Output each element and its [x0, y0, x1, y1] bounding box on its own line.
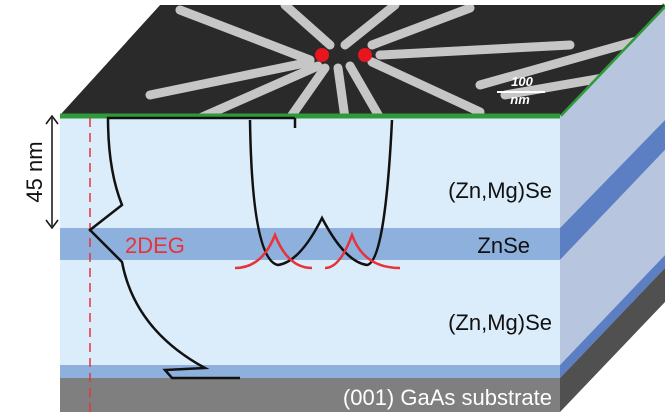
thickness-marker [46, 116, 58, 228]
scale-bar-value: 100 [511, 74, 533, 89]
layer-label: (Zn,Mg)Se [448, 310, 552, 335]
layer-label: (Zn,Mg)Se [448, 178, 552, 203]
thickness-label: 45 nm [22, 141, 47, 202]
layer-label: ZnSe [477, 233, 530, 258]
layer-label: (001) GaAs substrate [343, 385, 552, 410]
scale-bar-unit: nm [510, 92, 530, 107]
front-face [60, 115, 560, 412]
electron-gas-label: 2DEG [125, 233, 185, 258]
heterostructure-diagram: 100 nm 45 nm 2DEG (Zn,Mg)Se ZnSe (Zn,Mg)… [0, 0, 665, 412]
